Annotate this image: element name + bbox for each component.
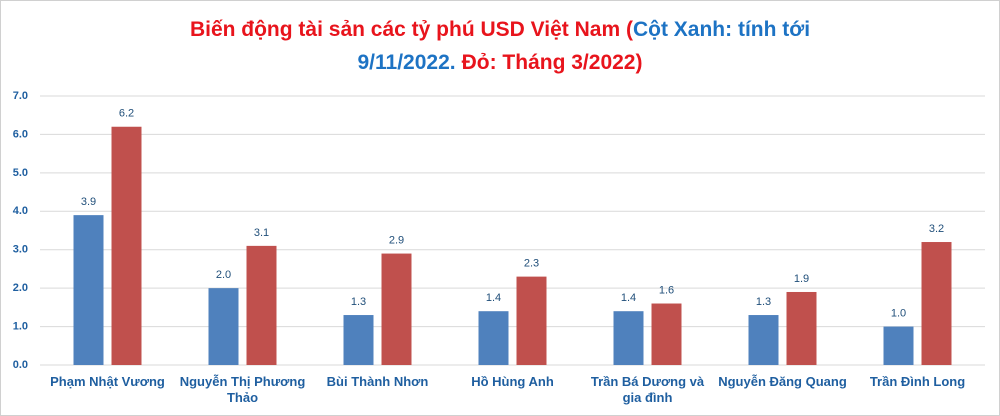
bar [748,315,779,365]
data-label: 1.4 [621,292,636,304]
x-tick-label: Nguyễn Thị Phương Thảo [179,374,306,405]
bar [516,276,547,365]
chart-title: Biến động tài sản các tỷ phú USD Việt Na… [190,18,810,74]
x-tick-label: Nguyễn Đăng Quang [718,374,847,389]
bar [651,303,682,365]
x-tick-label: Phạm Nhật Vương [50,374,165,389]
bar [246,245,277,365]
data-label: 1.3 [351,296,366,308]
bar [478,311,509,365]
data-label: 1.9 [794,273,809,285]
title-segment: Cột Xanh: tính tới [633,18,810,41]
data-label: 3.2 [929,223,944,235]
x-tick-label: Trần Bá Dương và gia đình [590,374,705,405]
bar [111,126,142,365]
y-tick-label: 7.0 [13,90,28,102]
data-label: 3.9 [81,196,96,208]
data-label: 2.9 [389,234,404,246]
data-label: 2.0 [216,269,231,281]
data-label: 1.0 [891,307,906,319]
x-tick-label: Trần Đình Long [869,374,966,389]
data-label: 2.3 [524,258,539,270]
bar [921,242,952,365]
title-segment: Đỏ: Tháng 3/2022) [462,51,643,74]
title-segment: Biến động tài sản các tỷ phú USD Việt Na… [190,18,633,41]
y-tick-label: 3.0 [13,244,28,256]
title-segment: 9/11/2022. [358,51,456,74]
bar [73,215,104,365]
y-tick-label: 1.0 [13,320,28,332]
y-tick-label: 2.0 [13,282,28,294]
data-label: 1.3 [756,296,771,308]
bar [883,326,914,365]
bar [343,315,374,365]
x-tick-label: Bùi Thành Nhơn [326,374,429,389]
data-label: 1.6 [659,284,674,296]
y-tick-label: 6.0 [13,128,28,140]
y-tick-label: 4.0 [13,205,28,217]
bar [208,288,239,365]
y-tick-label: 5.0 [13,167,28,179]
x-tick-label: Hồ Hùng Anh [471,374,554,389]
data-label: 1.4 [486,292,501,304]
y-tick-label: 0.0 [13,359,28,371]
bar [613,311,644,365]
data-label: 6.2 [119,108,134,120]
bar [381,253,412,365]
data-label: 3.1 [254,227,269,239]
bar [786,291,817,365]
